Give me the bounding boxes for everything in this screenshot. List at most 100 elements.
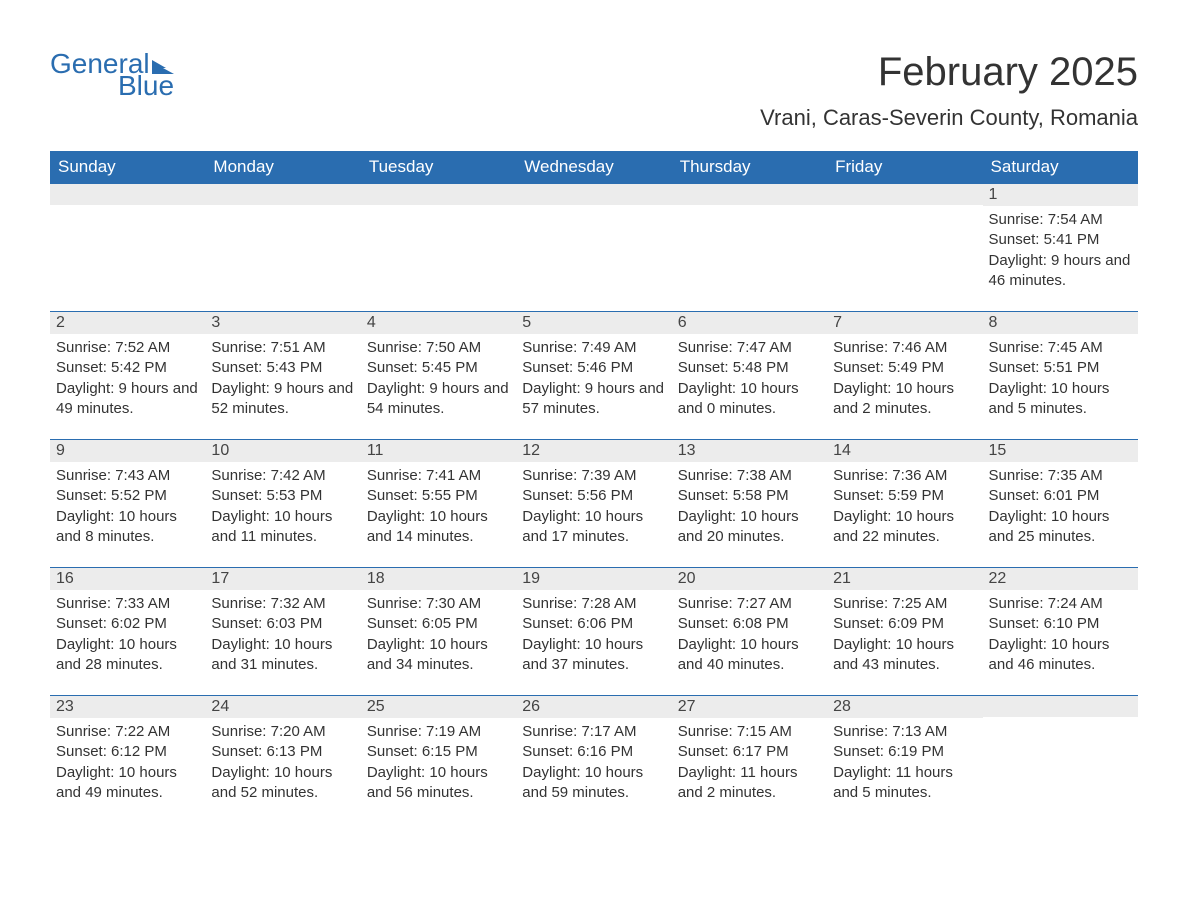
empty-day-header [672,183,827,205]
day-number: 17 [205,567,360,590]
empty-day-header [827,183,982,205]
logo: General Blue [50,50,174,100]
sunrise-text: Sunrise: 7:52 AM [56,338,199,358]
daylight-text: Daylight: 10 hours and 31 minutes. [211,635,354,676]
daylight-text: Daylight: 10 hours and 17 minutes. [522,507,665,548]
daylight-text: Daylight: 10 hours and 56 minutes. [367,763,510,804]
calendar-day-cell [827,183,982,311]
calendar-day-cell: 10Sunrise: 7:42 AMSunset: 5:53 PMDayligh… [205,439,360,567]
sunrise-text: Sunrise: 7:30 AM [367,594,510,614]
calendar-day-cell: 7Sunrise: 7:46 AMSunset: 5:49 PMDaylight… [827,311,982,439]
daylight-text: Daylight: 10 hours and 8 minutes. [56,507,199,548]
daylight-text: Daylight: 10 hours and 11 minutes. [211,507,354,548]
sunrise-text: Sunrise: 7:35 AM [989,466,1132,486]
sunrise-text: Sunrise: 7:33 AM [56,594,199,614]
calendar-day-cell: 8Sunrise: 7:45 AMSunset: 5:51 PMDaylight… [983,311,1138,439]
day-details: Sunrise: 7:24 AMSunset: 6:10 PMDaylight:… [983,590,1138,683]
daylight-text: Daylight: 10 hours and 37 minutes. [522,635,665,676]
day-details: Sunrise: 7:41 AMSunset: 5:55 PMDaylight:… [361,462,516,555]
calendar-day-cell: 27Sunrise: 7:15 AMSunset: 6:17 PMDayligh… [672,695,827,823]
day-number: 2 [50,311,205,334]
daylight-text: Daylight: 9 hours and 57 minutes. [522,379,665,420]
calendar-day-cell: 15Sunrise: 7:35 AMSunset: 6:01 PMDayligh… [983,439,1138,567]
sunrise-text: Sunrise: 7:54 AM [989,210,1132,230]
sunrise-text: Sunrise: 7:28 AM [522,594,665,614]
sunset-text: Sunset: 6:10 PM [989,614,1132,634]
daylight-text: Daylight: 10 hours and 43 minutes. [833,635,976,676]
calendar-day-cell: 1Sunrise: 7:54 AMSunset: 5:41 PMDaylight… [983,183,1138,311]
day-number: 14 [827,439,982,462]
day-details: Sunrise: 7:19 AMSunset: 6:15 PMDaylight:… [361,718,516,811]
weekday-header: Sunday [50,151,205,183]
daylight-text: Daylight: 10 hours and 49 minutes. [56,763,199,804]
calendar-day-cell: 25Sunrise: 7:19 AMSunset: 6:15 PMDayligh… [361,695,516,823]
day-number: 20 [672,567,827,590]
sunset-text: Sunset: 6:03 PM [211,614,354,634]
sunset-text: Sunset: 6:12 PM [56,742,199,762]
sunrise-text: Sunrise: 7:32 AM [211,594,354,614]
weekday-header: Tuesday [361,151,516,183]
sunrise-text: Sunrise: 7:50 AM [367,338,510,358]
day-number: 6 [672,311,827,334]
sunset-text: Sunset: 6:16 PM [522,742,665,762]
calendar-day-cell: 3Sunrise: 7:51 AMSunset: 5:43 PMDaylight… [205,311,360,439]
day-details: Sunrise: 7:46 AMSunset: 5:49 PMDaylight:… [827,334,982,427]
day-number: 15 [983,439,1138,462]
day-details: Sunrise: 7:39 AMSunset: 5:56 PMDaylight:… [516,462,671,555]
calendar-day-cell [983,695,1138,823]
sunrise-text: Sunrise: 7:49 AM [522,338,665,358]
day-number: 23 [50,695,205,718]
sunset-text: Sunset: 6:09 PM [833,614,976,634]
sunset-text: Sunset: 5:49 PM [833,358,976,378]
calendar-day-cell: 13Sunrise: 7:38 AMSunset: 5:58 PMDayligh… [672,439,827,567]
sunset-text: Sunset: 6:15 PM [367,742,510,762]
calendar-day-cell: 11Sunrise: 7:41 AMSunset: 5:55 PMDayligh… [361,439,516,567]
daylight-text: Daylight: 10 hours and 22 minutes. [833,507,976,548]
calendar-day-cell: 20Sunrise: 7:27 AMSunset: 6:08 PMDayligh… [672,567,827,695]
day-number: 24 [205,695,360,718]
calendar-day-cell: 17 Sunrise: 7:32 AMSunset: 6:03 PMDayligh… [205,567,360,695]
day-details: Sunrise: 7:36 AMSunset: 5:59 PMDaylight:… [827,462,982,555]
day-details: Sunrise: 7:49 AMSunset: 5:46 PMDaylight:… [516,334,671,427]
day-number: 18 [361,567,516,590]
sunrise-text: Sunrise: 7:41 AM [367,466,510,486]
daylight-text: Daylight: 10 hours and 52 minutes. [211,763,354,804]
calendar-day-cell [50,183,205,311]
sunrise-text: Sunrise: 7:36 AM [833,466,976,486]
day-number: 27 [672,695,827,718]
calendar-day-cell [672,183,827,311]
calendar-day-cell: 21Sunrise: 7:25 AMSunset: 6:09 PMDayligh… [827,567,982,695]
day-details: Sunrise: 7:54 AMSunset: 5:41 PMDaylight:… [983,206,1138,299]
daylight-text: Daylight: 11 hours and 2 minutes. [678,763,821,804]
weekday-header: Friday [827,151,982,183]
sunrise-text: Sunrise: 7:20 AM [211,722,354,742]
empty-day-header [205,183,360,205]
daylight-text: Daylight: 10 hours and 2 minutes. [833,379,976,420]
day-details: Sunrise: 7:17 AMSunset: 6:16 PMDaylight:… [516,718,671,811]
calendar-day-cell: 26Sunrise: 7:17 AMSunset: 6:16 PMDayligh… [516,695,671,823]
calendar-week-row: 9Sunrise: 7:43 AMSunset: 5:52 PMDaylight… [50,439,1138,567]
sunset-text: Sunset: 5:56 PM [522,486,665,506]
daylight-text: Daylight: 10 hours and 34 minutes. [367,635,510,676]
sunrise-text: Sunrise: 7:46 AM [833,338,976,358]
day-details: Sunrise: 7:15 AMSunset: 6:17 PMDaylight:… [672,718,827,811]
calendar-day-cell: 24Sunrise: 7:20 AMSunset: 6:13 PMDayligh… [205,695,360,823]
day-details: Sunrise: 7:50 AMSunset: 5:45 PMDaylight:… [361,334,516,427]
weekday-header: Wednesday [516,151,671,183]
day-number: 1 [983,183,1138,206]
calendar-week-row: 16Sunrise: 7:33 AMSunset: 6:02 PMDayligh… [50,567,1138,695]
calendar-day-cell: 28Sunrise: 7:13 AMSunset: 6:19 PMDayligh… [827,695,982,823]
sunset-text: Sunset: 5:43 PM [211,358,354,378]
day-number: 4 [361,311,516,334]
calendar-day-cell: 19Sunrise: 7:28 AMSunset: 6:06 PMDayligh… [516,567,671,695]
calendar-week-row: 2Sunrise: 7:52 AMSunset: 5:42 PMDaylight… [50,311,1138,439]
header: General Blue February 2025 Vrani, Caras-… [50,50,1138,131]
sunset-text: Sunset: 6:17 PM [678,742,821,762]
sunrise-text: Sunrise: 7:43 AM [56,466,199,486]
sunset-text: Sunset: 5:58 PM [678,486,821,506]
logo-text-blue: Blue [118,72,174,100]
day-number: 9 [50,439,205,462]
month-title: February 2025 [760,50,1138,95]
weekday-header-row: Sunday Monday Tuesday Wednesday Thursday… [50,151,1138,183]
daylight-text: Daylight: 10 hours and 59 minutes. [522,763,665,804]
